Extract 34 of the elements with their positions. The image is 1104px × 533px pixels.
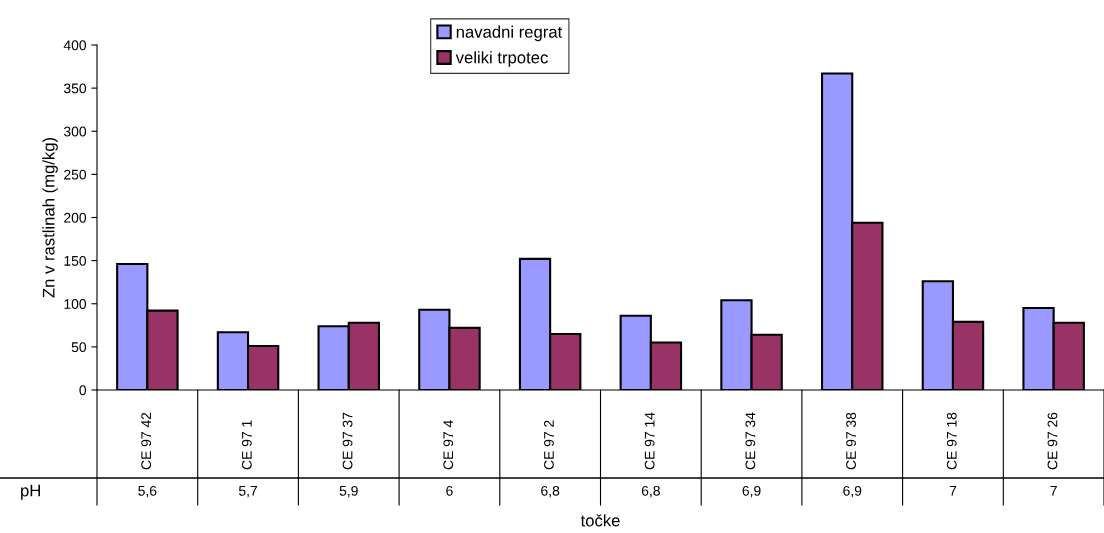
y-tick-label: 100 — [64, 299, 87, 309]
text: 6,9 — [843, 485, 862, 498]
x-tick-label: CE 97 18 — [946, 412, 957, 470]
y-tick-label: 400 — [63, 40, 87, 51]
x-tick-label: CE 97 2 — [544, 420, 554, 470]
text: 6,8 — [641, 485, 660, 498]
x-tick-label: CE 97 34 — [745, 412, 756, 470]
text: 7 — [949, 486, 957, 496]
text: 5,7 — [238, 486, 258, 498]
x-tick-label: CE 97 26 — [1047, 412, 1058, 470]
x-tick-label: CE 97 38 — [846, 412, 856, 470]
y-tick-label: 250 — [64, 169, 87, 180]
y-tick-label: 300 — [63, 126, 87, 137]
text: 6,9 — [742, 485, 761, 498]
y-tick-label: 150 — [64, 255, 87, 266]
text: 5,9 — [339, 485, 358, 498]
x-tick-label: CE 97 4 — [443, 420, 454, 470]
legend-label: navadni regrat — [456, 25, 563, 42]
y-tick-label: 350 — [63, 83, 87, 94]
y-tick-label: 200 — [64, 212, 87, 223]
legend-label: veliki trpotec — [455, 51, 548, 67]
y-axis-title: Zn v rastlinah (mg/kg) — [42, 137, 58, 298]
text: 6 — [446, 485, 453, 496]
text: 5,6 — [138, 485, 157, 498]
text: 7 — [1050, 486, 1057, 496]
text: 6,8 — [541, 485, 560, 498]
x-tick-label: CE 97 14 — [644, 412, 655, 470]
x-tick-label: CE 97 1 — [241, 420, 252, 470]
x-tick-label: CE 97 42 — [141, 412, 152, 470]
y-tick-label: 50 — [71, 342, 87, 353]
text: pH — [21, 484, 40, 500]
y-tick-label: 0 — [79, 385, 87, 396]
x-tick-label: CE 97 37 — [342, 412, 353, 470]
x-axis-title: točke — [580, 514, 620, 527]
